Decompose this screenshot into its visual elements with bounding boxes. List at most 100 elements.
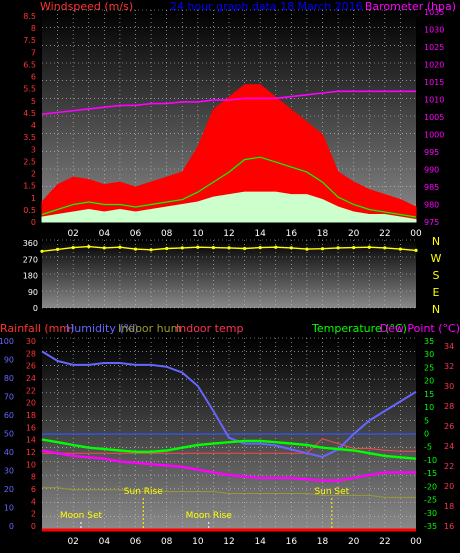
x-tick-label: 02 <box>67 537 78 547</box>
x-tick-label: 22 <box>379 537 390 547</box>
y-tick-label: -10 <box>424 456 437 465</box>
temperature-line <box>41 438 417 460</box>
y-tick-label: 8.5 <box>23 12 36 21</box>
gust-area <box>41 84 417 223</box>
y-tick-label: 4.5 <box>23 109 36 118</box>
y-tick-label: 90 <box>28 288 38 297</box>
barometer-axis-label: Barometer (hpa) <box>365 0 456 13</box>
wind-direction-point <box>414 248 418 252</box>
wind-direction-point <box>118 245 122 249</box>
y-tick-label: 22 <box>444 462 454 471</box>
y-tick-label: 8 <box>31 24 36 33</box>
compass-label: N <box>432 235 440 248</box>
chart-title: 24 hour graph data 18 March 2016 <box>170 0 363 13</box>
average-wind-line <box>41 156 417 218</box>
compass-label: N <box>432 303 440 316</box>
wind-direction-point <box>258 246 262 250</box>
x-tick-label: 04 <box>99 229 111 239</box>
wind-direction-point <box>133 247 138 251</box>
y-tick-label: 8 <box>31 473 36 482</box>
speed-area <box>41 191 417 223</box>
x-tick-label: 20 <box>348 537 360 547</box>
wind-series <box>41 84 417 223</box>
y-tick-label: 60 <box>4 411 14 420</box>
y-tick-label: 3.5 <box>23 133 36 142</box>
y-tick-label: 10 <box>4 504 14 513</box>
y-tick-label: 6.5 <box>23 60 36 69</box>
y-tick-label: 15 <box>424 390 434 399</box>
temp-x-ticks: 02 04 06 08 10 12 14 16 18 20 22 00 <box>67 537 422 547</box>
barometer-line <box>41 90 416 115</box>
y-tick-label: 70 <box>4 393 14 402</box>
barometer-ticks: 1035 1030 1025 1020 1015 1010 1005 1000 995 990 98… <box>424 8 444 227</box>
y-tick-label: 26 <box>444 422 454 431</box>
moon-rise-label: Moon Rise <box>186 511 233 521</box>
x-tick-label: 18 <box>317 537 329 547</box>
x-tick-label: 16 <box>286 229 298 239</box>
y-tick-label: 985 <box>424 183 439 192</box>
y-tick-label: 80 <box>4 374 14 383</box>
x-tick-label: 14 <box>254 537 266 547</box>
windspeed-ticks: 8.5 8 7.5 7 6.5 6 5.5 5 4.5 4 3.5 3 2.5 2 1.5 1 0.5 0 <box>23 12 36 227</box>
y-tick-label: 24 <box>444 442 454 451</box>
humidity-axis-label: Humidity (%) <box>66 322 138 335</box>
dewpoint-axis-label: Dew Point (°C) <box>380 322 460 335</box>
y-tick-label: 100 <box>0 337 14 346</box>
y-tick-label: 1 <box>31 194 36 203</box>
y-tick-label: 25 <box>424 363 434 372</box>
y-tick-label: 1010 <box>424 96 444 105</box>
compass-label: S <box>433 269 440 282</box>
wind-direction-point <box>320 247 325 251</box>
y-tick-label: 0 <box>31 218 36 227</box>
y-tick-label: 30 <box>4 467 14 476</box>
x-tick-label: 14 <box>254 229 266 239</box>
y-tick-label: -25 <box>424 496 437 505</box>
y-tick-label: 5 <box>424 416 429 425</box>
y-tick-label: 4 <box>31 497 36 506</box>
y-tick-label: 4 <box>31 121 36 130</box>
x-tick-label: 12 <box>223 537 234 547</box>
direction-ticks: 360 270 180 90 0 <box>23 239 38 313</box>
compass-label: E <box>433 286 440 299</box>
y-tick-label: 5.5 <box>23 85 36 94</box>
y-tick-label: 0.5 <box>23 206 36 215</box>
x-tick-label: 00 <box>410 229 422 239</box>
x-tick-label: 10 <box>192 537 204 547</box>
y-tick-label: 20 <box>26 399 36 408</box>
y-tick-label: 1025 <box>424 43 444 52</box>
wind-direction-point <box>40 249 44 253</box>
wind-speed-panel: Windspeed (m/s) 24 hour graph data 18 Ma… <box>23 0 456 239</box>
y-tick-label: 10 <box>26 460 36 469</box>
x-tick-label: 18 <box>317 229 329 239</box>
rainfall-axis-label: Rainfall (mm) <box>0 322 74 335</box>
astronomy-annotations: Sun Rise Sun Set Moon Set Moon Rise <box>60 487 350 530</box>
y-tick-label: 22 <box>26 386 36 395</box>
y-tick-label: 2 <box>31 170 36 179</box>
dew-point-line <box>41 449 416 482</box>
humidity-line <box>41 350 417 459</box>
direction-series <box>40 245 418 253</box>
wind-direction-point <box>243 246 247 251</box>
y-tick-label: 0 <box>33 304 38 313</box>
indoor-temp-axis-label: Indoor temp <box>176 322 243 335</box>
y-tick-label: 0 <box>424 430 429 439</box>
x-tick-label: 04 <box>99 537 111 547</box>
sun-rise-label: Sun Rise <box>124 487 163 497</box>
wind-direction-point <box>165 246 169 251</box>
y-tick-label: 2.5 <box>23 157 36 166</box>
wind-direction-point <box>367 245 371 249</box>
wind-direction-point <box>56 247 60 251</box>
wind-direction-point <box>352 246 356 250</box>
y-tick-label: 34 <box>444 342 454 351</box>
y-tick-label: 0 <box>31 522 36 531</box>
wind-direction-point <box>71 246 75 250</box>
temp-y-ticks: 1009080706050403020100302826242220181614… <box>0 337 454 531</box>
compass-label: W <box>431 252 442 265</box>
y-tick-label: 7.5 <box>23 36 36 45</box>
y-tick-label: 6 <box>31 485 36 494</box>
y-tick-label: 995 <box>424 148 439 157</box>
y-tick-label: 980 <box>424 201 439 210</box>
y-tick-label: -30 <box>424 509 437 518</box>
